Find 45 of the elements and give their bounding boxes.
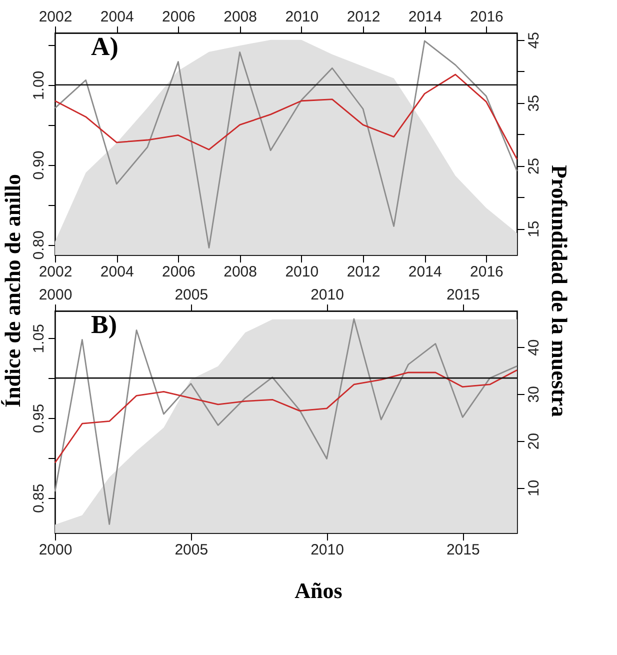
x-tick-label: 2016 <box>470 264 504 280</box>
x2-tick-label: 2000 <box>38 542 72 558</box>
x2-tick-label: 2014 <box>408 8 442 26</box>
y2-tick-label: 25 <box>526 158 542 175</box>
line-series <box>54 74 518 160</box>
x2-tick-label: 2005 <box>174 542 208 558</box>
y-axis-title: Índice de ancho de anillo <box>0 174 26 408</box>
y-tick-label: 0.95 <box>30 404 48 434</box>
y2-tick-label: 30 <box>526 386 542 403</box>
y-tick-label: 0.80 <box>30 230 48 260</box>
annotation: A) <box>91 32 118 61</box>
x-tick-label: 2010 <box>310 286 344 304</box>
x-tick-label: 2004 <box>100 264 134 280</box>
y2-tick-label: 40 <box>526 339 542 356</box>
x-tick-label: 2000 <box>38 286 72 304</box>
x2-tick-label: 2010 <box>285 8 319 26</box>
x2-tick-label: 2002 <box>38 8 72 26</box>
x-tick-label: 2005 <box>174 286 208 304</box>
x-tick-label: 2015 <box>446 286 480 304</box>
y-tick-label: 1.00 <box>30 70 48 100</box>
y2-tick-label: 20 <box>526 432 542 450</box>
x2-tick-label: 2004 <box>100 8 134 26</box>
y2-axis-title: Profundidad de la muestra <box>546 164 572 417</box>
x2-tick-label: 2006 <box>162 8 196 26</box>
line-series <box>54 369 518 464</box>
x2-tick-label: 2010 <box>310 542 344 558</box>
x2-tick-label: 2008 <box>224 8 257 26</box>
y-tick-label: 0.90 <box>30 150 48 180</box>
y2-tick-label: 35 <box>526 94 542 112</box>
x-tick-label: 2010 <box>285 264 319 280</box>
y-tick-label: 0.85 <box>30 484 48 513</box>
y2-tick-label: 15 <box>526 220 542 238</box>
x-axis-title: Años <box>294 578 344 604</box>
x2-tick-label: 2015 <box>446 542 480 558</box>
y-tick-label: 1.05 <box>30 324 48 354</box>
x2-tick-label: 2012 <box>346 8 380 26</box>
x-tick-label: 2002 <box>38 264 72 280</box>
x2-tick-label: 2016 <box>470 8 504 26</box>
annotation: B) <box>91 310 117 339</box>
x-tick-label: 2012 <box>346 264 380 280</box>
x-tick-label: 2014 <box>408 264 442 280</box>
x-tick-label: 2006 <box>162 264 196 280</box>
y2-tick-label: 10 <box>526 480 542 496</box>
x-tick-label: 2008 <box>224 264 257 280</box>
y2-tick-label: 45 <box>526 32 542 49</box>
